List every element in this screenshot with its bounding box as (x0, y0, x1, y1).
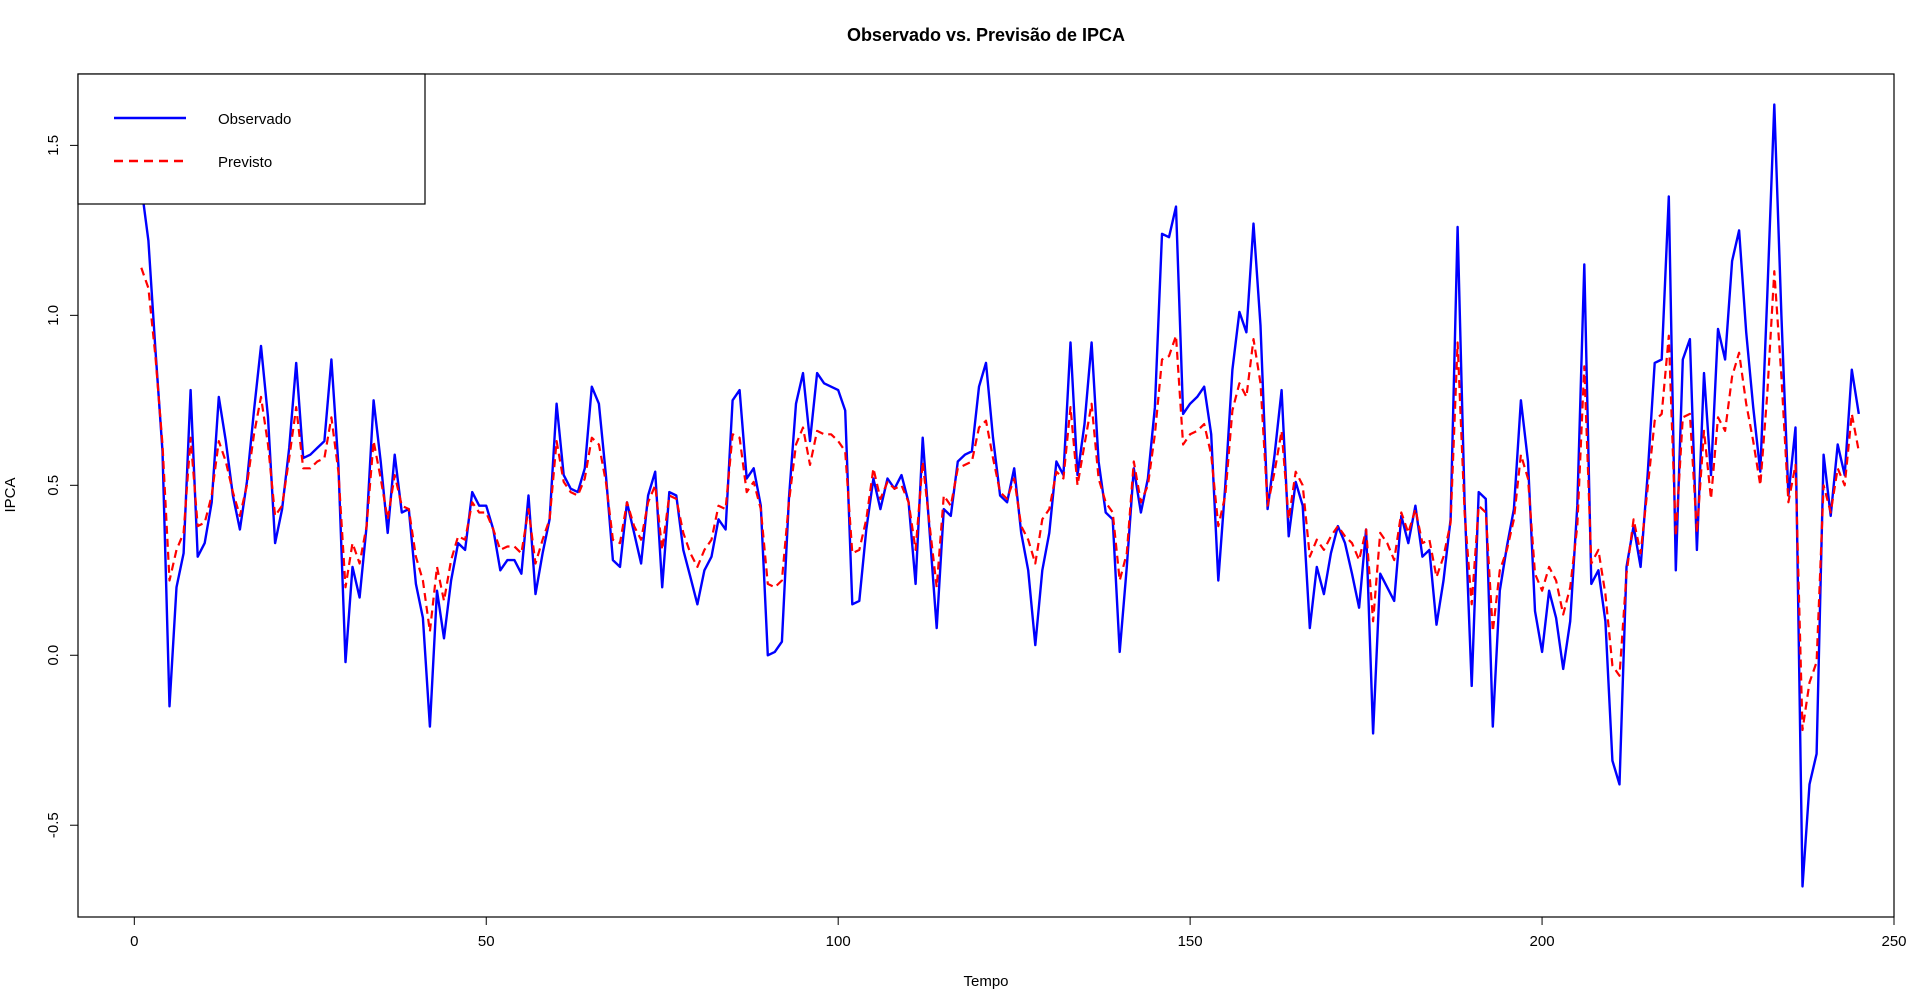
x-tick-label: 100 (826, 933, 851, 950)
legend-label-observado: Observado (218, 111, 291, 128)
y-axis: -0.5 0.0 0.5 1.0 1.5 (45, 135, 79, 838)
y-tick-label: 0.0 (45, 645, 62, 666)
x-tick-label: 250 (1881, 933, 1906, 950)
x-tick-label: 0 (130, 933, 138, 950)
y-tick-label: 1.5 (45, 135, 62, 156)
series-line-observado (140, 103, 1860, 888)
x-axis-label: Tempo (963, 973, 1008, 990)
legend-box (77, 73, 426, 205)
y-axis-label: IPCA (2, 477, 19, 512)
legend: Observado Previsto (77, 73, 426, 205)
legend-label-previsto: Previsto (218, 154, 272, 171)
series-layer (140, 103, 1860, 888)
y-tick-label: 0.5 (45, 475, 62, 496)
y-tick-label: -0.5 (45, 812, 62, 838)
y-tick-label: 1.0 (45, 305, 62, 326)
x-tick-label: 150 (1178, 933, 1203, 950)
x-axis: 0 50 100 150 200 250 (130, 916, 1907, 950)
chart-title: Observado vs. Previsão de IPCA (847, 25, 1125, 45)
x-tick-label: 200 (1530, 933, 1555, 950)
x-tick-label: 50 (478, 933, 495, 950)
